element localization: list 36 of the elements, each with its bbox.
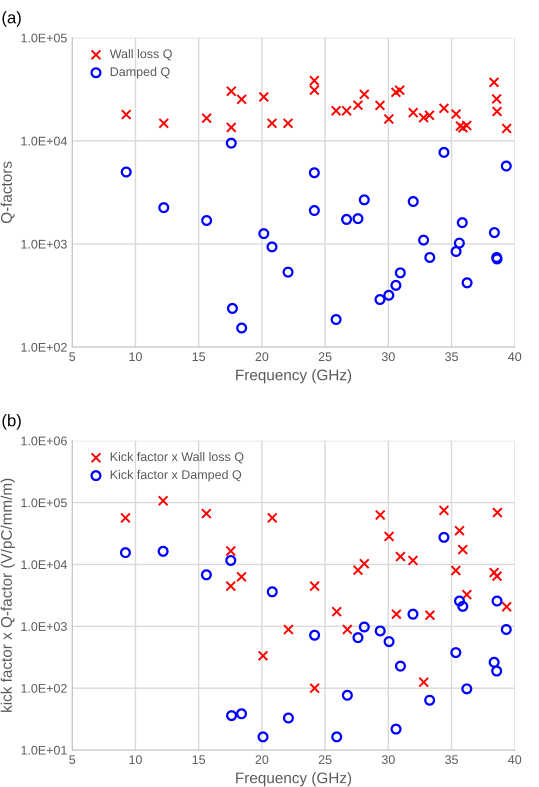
x-axis-title: Frequency (GHz): [236, 369, 352, 384]
legend-label: Damped Q: [110, 66, 170, 79]
x-tick-label: 10: [129, 755, 142, 764]
chart-title: (b): [2, 414, 21, 430]
y-tick-label: 1.0E+02: [21, 684, 67, 693]
x-tick-label: 5: [69, 755, 76, 764]
y-tick-label: 1.0E+05: [21, 34, 67, 42]
x-tick-label: 25: [318, 755, 332, 764]
x-tick-label: 30: [382, 755, 395, 764]
legend-label: Kick factor x Damped Q: [110, 470, 242, 482]
legend-label: Wall loss Q: [110, 49, 172, 60]
y-tick-label: 1.0E+01: [21, 746, 67, 755]
x-tick-label: 5: [69, 352, 76, 362]
x-tick-label: 25: [318, 352, 332, 362]
y-axis-title: kick factor x Q-factor (V/pC/mm/m): [0, 478, 15, 712]
y-tick-label: 1.0E+04: [21, 136, 67, 146]
y-tick-label: 1.0E+03: [21, 240, 67, 249]
x-tick-label: 15: [192, 755, 206, 764]
y-tick-label: 1.0E+06: [21, 436, 67, 446]
y-tick-label: 1.0E+03: [21, 622, 67, 631]
y-tick-label: 1.0E+02: [21, 342, 67, 352]
x-tick-label: 40: [508, 755, 522, 764]
x-tick-label: 40: [508, 352, 522, 362]
x-tick-label: 10: [129, 352, 142, 362]
legend-label: Kick factor x Wall loss Q: [110, 452, 244, 464]
y-tick-label: 1.0E+05: [21, 498, 67, 508]
x-tick-label: 15: [192, 352, 206, 362]
y-axis-title: Q-factors: [0, 162, 15, 224]
x-tick-label: 35: [445, 755, 458, 764]
y-tick-label: 1.0E+04: [21, 560, 67, 570]
x-tick-label: 30: [382, 352, 395, 362]
chart-title: (a): [2, 11, 21, 27]
x-tick-label: 20: [256, 352, 268, 362]
x-axis-title: Frequency (GHz): [236, 772, 352, 786]
x-tick-label: 20: [256, 755, 268, 764]
x-tick-label: 35: [445, 352, 458, 362]
